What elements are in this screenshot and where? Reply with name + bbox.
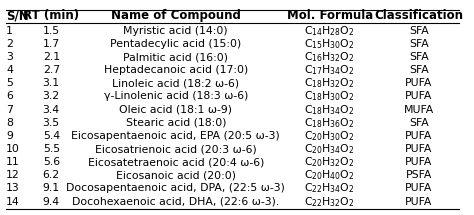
Text: 3.5: 3.5 [43,118,60,128]
Text: 12: 12 [6,170,20,180]
Text: C$_{18}$H$_{34}$O$_2$: C$_{18}$H$_{34}$O$_2$ [304,103,355,117]
Text: 2: 2 [6,39,13,49]
Text: 5.5: 5.5 [43,144,60,154]
Text: MUFA: MUFA [404,105,434,115]
Text: Linoleic acid (18:2 ω-6): Linoleic acid (18:2 ω-6) [112,78,239,88]
Text: C$_{17}$H$_{34}$O$_2$: C$_{17}$H$_{34}$O$_2$ [304,63,355,77]
Text: 13: 13 [6,183,20,194]
Text: Classification: Classification [374,9,464,22]
Text: C$_{15}$H$_{30}$O$_2$: C$_{15}$H$_{30}$O$_2$ [304,37,355,51]
Text: PUFA: PUFA [405,197,433,207]
Text: C$_{20}$H$_{32}$O$_2$: C$_{20}$H$_{32}$O$_2$ [304,155,355,169]
Text: 11: 11 [6,157,20,167]
Text: 3.1: 3.1 [43,78,60,88]
Text: γ-Linolenic acid (18:3 ω-6): γ-Linolenic acid (18:3 ω-6) [103,91,248,101]
Text: S/N: S/N [6,9,29,22]
Text: 3: 3 [6,52,13,62]
Text: Docosapentaenoic acid, DPA, (22:5 ω-3): Docosapentaenoic acid, DPA, (22:5 ω-3) [66,183,285,194]
Text: Pentadecylic acid (15:0): Pentadecylic acid (15:0) [110,39,241,49]
Text: SFA: SFA [409,52,429,62]
Text: C$_{20}$H$_{40}$O$_2$: C$_{20}$H$_{40}$O$_2$ [304,168,355,182]
Text: Heptadecanoic acid (17:0): Heptadecanoic acid (17:0) [104,65,248,75]
Text: SFA: SFA [409,118,429,128]
Text: 9.4: 9.4 [43,197,60,207]
Text: C$_{16}$H$_{32}$O$_2$: C$_{16}$H$_{32}$O$_2$ [304,50,355,64]
Text: 3.2: 3.2 [43,91,60,101]
Text: PUFA: PUFA [405,78,433,88]
Text: SFA: SFA [409,26,429,36]
Text: 2.1: 2.1 [43,52,60,62]
Text: Docohexaenoic acid, DHA, (22:6 ω-3).: Docohexaenoic acid, DHA, (22:6 ω-3). [72,197,279,207]
Text: Eicosapentaenoic acid, EPA (20:5 ω-3): Eicosapentaenoic acid, EPA (20:5 ω-3) [72,131,280,141]
Text: C$_{18}$H$_{32}$O$_2$: C$_{18}$H$_{32}$O$_2$ [304,77,355,90]
Text: Name of Compound: Name of Compound [111,9,241,22]
Text: Stearic acid (18:0): Stearic acid (18:0) [126,118,226,128]
Text: 1.7: 1.7 [43,39,60,49]
Text: 2.7: 2.7 [43,65,60,75]
Text: C$_{18}$H$_{30}$O$_2$: C$_{18}$H$_{30}$O$_2$ [304,90,355,103]
Text: 3.4: 3.4 [43,105,60,115]
Text: 14: 14 [6,197,20,207]
Text: Palmitic acid (16:0): Palmitic acid (16:0) [123,52,228,62]
Text: Myristic acid (14:0): Myristic acid (14:0) [123,26,228,36]
Text: C$_{20}$H$_{30}$O$_2$: C$_{20}$H$_{30}$O$_2$ [304,129,355,143]
Text: Oleic acid (18:1 ω-9): Oleic acid (18:1 ω-9) [119,105,232,115]
Text: Mol. Formula: Mol. Formula [287,9,373,22]
Text: 6.2: 6.2 [43,170,60,180]
Text: SFA: SFA [409,65,429,75]
Text: PUFA: PUFA [405,131,433,141]
Text: PSFA: PSFA [406,170,432,180]
Text: 9.1: 9.1 [43,183,60,194]
Text: C$_{14}$H$_{28}$O$_2$: C$_{14}$H$_{28}$O$_2$ [304,24,355,38]
Text: Eicosatetraenoic acid (20:4 ω-6): Eicosatetraenoic acid (20:4 ω-6) [88,157,264,167]
Text: C$_{18}$H$_{36}$O$_2$: C$_{18}$H$_{36}$O$_2$ [304,116,355,130]
Text: 1.5: 1.5 [43,26,60,36]
Text: 6: 6 [6,91,13,101]
Text: 5.4: 5.4 [43,131,60,141]
Text: RT (min): RT (min) [23,9,79,22]
Text: C$_{22}$H$_{32}$O$_2$: C$_{22}$H$_{32}$O$_2$ [304,195,355,209]
Text: C$_{20}$H$_{34}$O$_2$: C$_{20}$H$_{34}$O$_2$ [304,142,355,156]
Text: C$_{22}$H$_{34}$O$_2$: C$_{22}$H$_{34}$O$_2$ [304,182,355,195]
Text: 9: 9 [6,131,13,141]
Text: 5: 5 [6,78,13,88]
Text: 4: 4 [6,65,13,75]
Text: PUFA: PUFA [405,144,433,154]
Text: PUFA: PUFA [405,183,433,194]
Text: Eicosanoic acid (20:0): Eicosanoic acid (20:0) [116,170,236,180]
Text: Eicosatrienoic acid (20:3 ω-6): Eicosatrienoic acid (20:3 ω-6) [95,144,256,154]
Text: 5.6: 5.6 [43,157,60,167]
Text: PUFA: PUFA [405,91,433,101]
Text: SFA: SFA [409,39,429,49]
Text: 7: 7 [6,105,13,115]
Text: 10: 10 [6,144,20,154]
Text: 8: 8 [6,118,13,128]
Text: PUFA: PUFA [405,157,433,167]
Text: 1: 1 [6,26,13,36]
